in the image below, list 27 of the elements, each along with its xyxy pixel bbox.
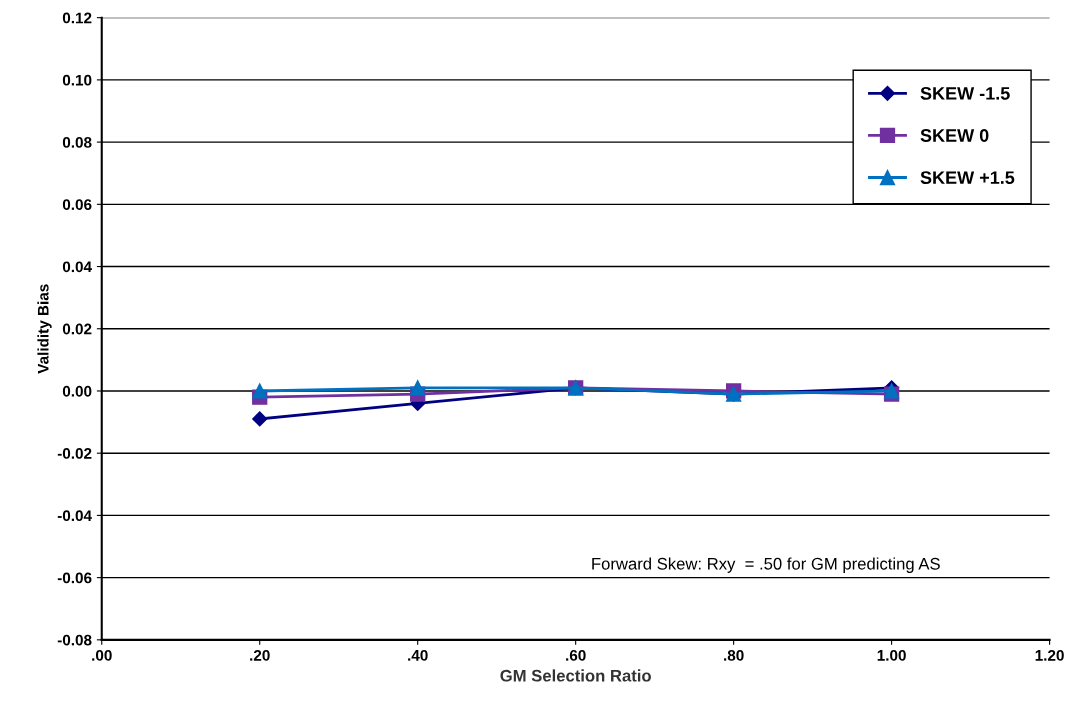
y-tick-label: -0.06 <box>57 572 92 584</box>
y-axis-title: Validity Bias <box>37 284 52 374</box>
y-tick-label: 0.12 <box>62 12 92 24</box>
legend-label: SKEW 0 <box>920 129 989 142</box>
y-tick-label: 0.02 <box>62 323 92 335</box>
x-tick-label: .00 <box>92 649 112 661</box>
x-axis-title: GM Selection Ratio <box>500 669 651 682</box>
point <box>252 411 268 427</box>
point <box>410 380 426 396</box>
legend-label: SKEW -1.5 <box>920 86 1010 100</box>
y-tick-label: 0.08 <box>62 136 92 148</box>
y-tick-label: 0.00 <box>62 385 92 397</box>
point <box>252 383 268 399</box>
y-tick-label: 0.10 <box>62 74 92 86</box>
x-tick-label: .60 <box>566 649 586 661</box>
y-tick-label: -0.04 <box>57 510 92 522</box>
x-tick-label: .40 <box>408 649 428 661</box>
y-tick-label: -0.08 <box>57 634 92 646</box>
y-tick-label: 0.04 <box>62 261 92 273</box>
x-tick-label: .20 <box>250 649 270 661</box>
legend-label: SKEW +1.5 <box>920 171 1015 184</box>
x-tick-label: 1.00 <box>877 649 906 661</box>
x-tick-label: 1.20 <box>1035 649 1064 661</box>
x-tick-label: .80 <box>724 649 744 661</box>
y-tick-label: -0.02 <box>57 448 92 459</box>
annotation: Forward Skew: Rxy = .50 for GM predicting AS <box>592 557 940 573</box>
y-tick-label: 0.06 <box>62 199 92 211</box>
